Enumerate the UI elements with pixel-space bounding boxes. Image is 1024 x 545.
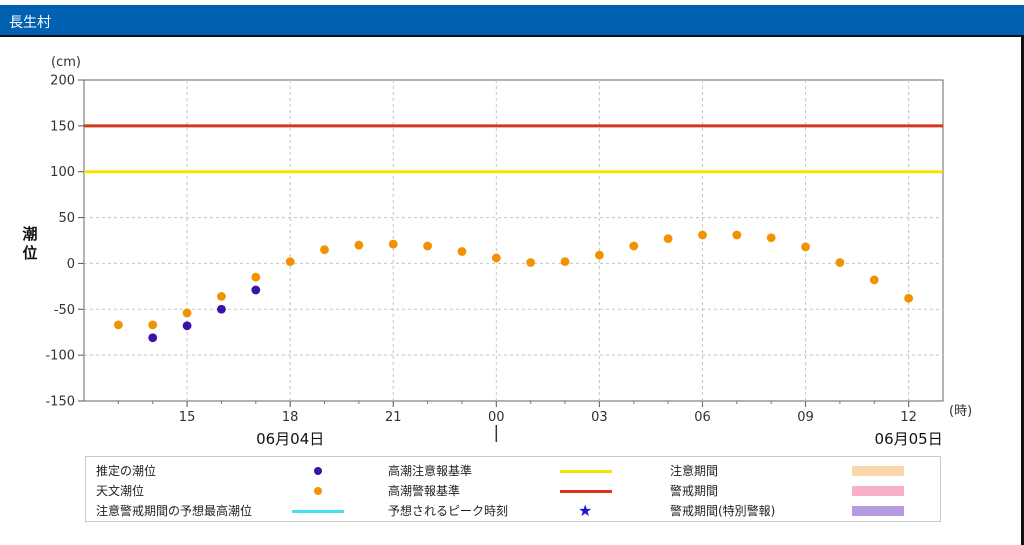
y-unit-label: (cm)	[51, 55, 81, 70]
y-axis-title-char: 潮	[22, 225, 37, 243]
data-point	[904, 293, 914, 303]
legend-box-icon	[852, 506, 904, 516]
data-point	[148, 320, 158, 330]
data-point	[320, 245, 329, 255]
legend-label: 警戒期間	[670, 484, 719, 498]
legend-label: 警戒期間(特別警報)	[670, 504, 776, 518]
data-point	[354, 240, 364, 250]
legend-box-icon	[852, 466, 904, 476]
data-point	[732, 230, 742, 240]
date-label: 06月05日	[875, 430, 943, 448]
x-tick-label: 18	[282, 410, 299, 425]
data-point	[663, 234, 673, 244]
page-header: 長生村	[0, 0, 1024, 37]
x-tick-label: 09	[797, 410, 814, 425]
data-point	[835, 258, 845, 267]
y-tick-label: 100	[50, 165, 75, 180]
x-tick-label: 12	[900, 410, 917, 425]
data-point	[148, 333, 158, 343]
data-point	[182, 321, 192, 331]
legend-line-icon	[560, 490, 612, 493]
y-tick-label: 200	[50, 74, 75, 89]
y-tick-label: -100	[45, 349, 75, 364]
legend-label: 高潮注意報基準	[388, 464, 473, 478]
data-point	[251, 272, 261, 282]
x-tick-label: 21	[385, 410, 402, 425]
legend-label: 注意期間	[670, 464, 719, 478]
data-point	[423, 241, 432, 251]
data-point	[801, 242, 810, 252]
x-tick-label: 00	[488, 410, 505, 425]
right-border	[1021, 36, 1024, 545]
data-point	[182, 308, 192, 318]
data-point	[869, 275, 879, 285]
data-point	[629, 241, 639, 251]
data-point	[766, 233, 776, 243]
data-point	[285, 257, 295, 266]
y-tick-label: 0	[67, 257, 75, 272]
legend-dot-icon	[314, 487, 322, 495]
x-tick-label: 03	[591, 410, 608, 425]
legend-label: 高潮警報基準	[388, 484, 461, 498]
data-point	[526, 258, 536, 267]
data-point	[251, 285, 261, 295]
data-point	[491, 253, 501, 263]
plot-area	[83, 79, 944, 402]
legend-label: 推定の潮位	[96, 464, 157, 478]
y-tick-label: 50	[58, 211, 75, 226]
data-point	[560, 257, 570, 266]
legend-label: 注意警戒期間の予想最高潮位	[96, 504, 253, 518]
x-tick-label: 06	[694, 410, 711, 425]
data-point	[698, 230, 707, 240]
y-tick-label: 150	[50, 119, 75, 134]
legend-label: 予想されるピーク時刻	[388, 504, 509, 518]
title-bar: 長生村	[0, 5, 1024, 37]
page-title: 長生村	[9, 15, 51, 31]
legend: 推定の潮位 高潮注意報基準 注意期間天文潮位 高潮警報基準 警戒期間注意警戒期間の予想最…	[85, 456, 941, 522]
data-point	[217, 304, 226, 314]
y-tick-label: -150	[45, 395, 75, 410]
x-tick-label: 15	[179, 410, 196, 425]
y-axis-title-char: 位	[22, 244, 37, 262]
data-point	[595, 250, 604, 260]
data-point	[113, 320, 123, 330]
legend-star-icon: ★	[578, 501, 593, 520]
data-point	[217, 292, 226, 301]
legend-line-icon	[292, 510, 344, 513]
legend-line-icon	[560, 470, 612, 473]
x-unit-label: (時)	[949, 404, 972, 419]
y-tick-label: -50	[54, 303, 75, 318]
data-point	[457, 247, 467, 256]
tide-chart: 200 150 100 50 0 -50 -100 -150 15 18 21 00 03 06 09 12 (…	[22, 55, 972, 448]
legend-label: 天文潮位	[96, 484, 145, 498]
date-label: 06月04日	[256, 430, 324, 448]
legend-box-icon	[852, 486, 904, 496]
legend-dot-icon	[314, 467, 322, 475]
data-point	[388, 239, 398, 249]
